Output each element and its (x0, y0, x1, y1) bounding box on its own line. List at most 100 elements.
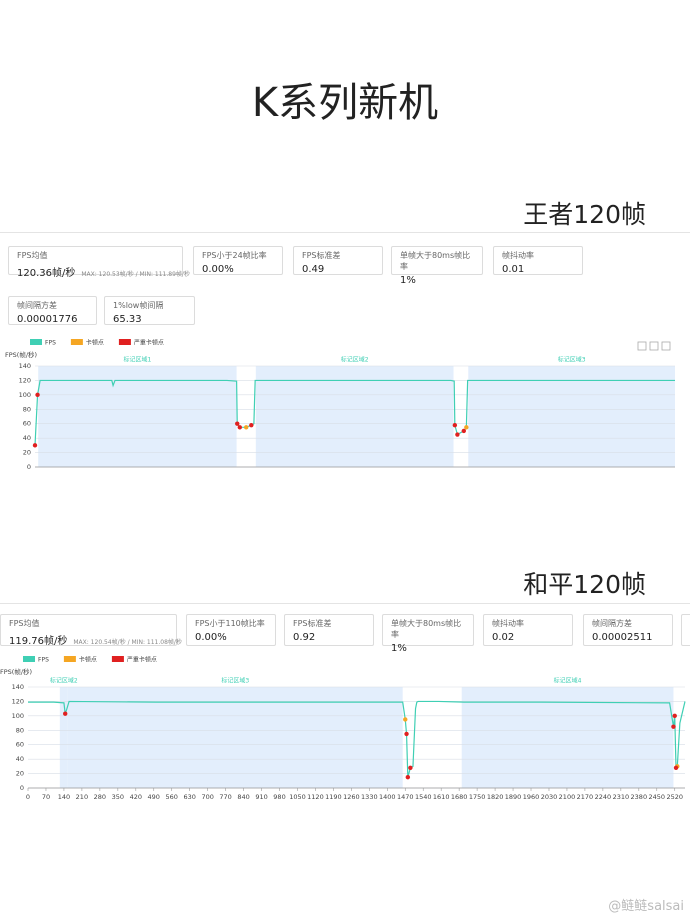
y-tick-label: 0 (27, 463, 31, 471)
stat-card: 帧间隔方差 0.00001776 (8, 296, 97, 325)
x-tick-label: 1750 (469, 793, 486, 801)
y-tick-label: 0 (20, 784, 24, 792)
stat-number: 0.92 (293, 632, 316, 643)
stat-value: 1% (400, 275, 474, 286)
stat-label: FPS小于110帧比率 (195, 619, 265, 628)
stat-sub: MAX: 120.53帧/秒 / MIN: 111.89帧/秒 (81, 271, 190, 278)
page-title: K系列新机 (251, 80, 439, 126)
x-tick-label: 0 (26, 793, 30, 801)
stat-card: FPS均值 120.36帧/秒 MAX: 120.53帧/秒 / MIN: 111.… (8, 246, 190, 279)
stat-value: 0.92 (293, 632, 365, 643)
stutter-point (404, 731, 409, 737)
y-tick-label: 60 (16, 741, 24, 749)
y-tick-label: 40 (23, 434, 31, 442)
legend-swatch (111, 656, 124, 662)
stat-label: 帧抖动率 (492, 619, 524, 628)
stutter-point (461, 428, 466, 434)
legend-label: FPS (45, 340, 56, 347)
region-label: 标记区域3 (558, 356, 586, 364)
fps-line (28, 700, 686, 778)
stat-card: 单帧大于80ms帧比率 1% (391, 246, 483, 286)
section-heading: 和平120帧 (523, 570, 646, 599)
stat-value: 120.36帧/秒 MAX: 120.53帧/秒 / MIN: 111.89帧/秒 (17, 264, 190, 279)
x-tick-label: 1260 (343, 793, 360, 801)
stat-card: FPS均值 119.76帧/秒 MAX: 120.54帧/秒 / MIN: 111.… (0, 614, 182, 647)
stat-card: FPS小于110帧比率 0.00% (186, 614, 276, 646)
stat-value: 1% (391, 643, 465, 654)
stutter-point (405, 774, 411, 780)
stat-value: 0.00% (202, 264, 274, 275)
stat-card: 单帧大于80ms帧比率 1% (382, 614, 474, 654)
stutter-point (235, 421, 240, 426)
x-tick-label: 2450 (648, 793, 665, 801)
y-axis-title: FPS(帧/秒) (0, 667, 32, 676)
stat-card: 帧间隔方差 0.00002511 (583, 614, 673, 646)
x-tick-label: 1120 (307, 793, 324, 801)
x-tick-label: 1050 (289, 793, 306, 801)
chart: FPS 卡顿点 严重卡顿点 FPS(帧/秒) 标记区域2 标记区域3 标记区域4 0 20 40 6… (0, 656, 686, 801)
y-tick-label: 60 (23, 420, 31, 428)
region (468, 366, 675, 467)
x-tick-label: 350 (112, 793, 124, 801)
stutter-point (673, 765, 679, 770)
stat-label: FPS小于24帧比率 (202, 251, 267, 260)
x-tick-label: 210 (76, 793, 88, 801)
region (38, 366, 237, 467)
y-axis-title: FPS(帧/秒) (5, 350, 37, 359)
stat-label: 帧抖动率 (502, 251, 534, 260)
x-tick-label: 1610 (433, 793, 450, 801)
stat-label: FPS标准差 (302, 251, 341, 260)
stutter-point (237, 425, 242, 430)
legend-swatch (30, 339, 42, 345)
x-tick-label: 560 (166, 793, 178, 801)
toolbar-icon (661, 341, 671, 351)
x-tick-label: 1890 (505, 793, 522, 801)
stat-sub: MAX: 120.54帧/秒 / MIN: 111.08帧/秒 (73, 639, 182, 646)
stat-number: 0.00001776 (17, 314, 78, 325)
stat-label: 单帧大于80ms帧比率 (391, 619, 462, 639)
region (59, 687, 68, 788)
toolbar-icon (637, 341, 647, 351)
y-tick-label: 80 (16, 726, 24, 734)
y-tick-label: 80 (23, 405, 31, 413)
stutter-point (455, 432, 460, 437)
stat-value: 0.01 (502, 264, 574, 275)
x-tick-label: 2240 (595, 793, 612, 801)
x-tick-label: 700 (201, 793, 213, 801)
stat-value: 0.00002511 (592, 632, 664, 643)
legend-label: 卡顿点 (79, 656, 97, 664)
stutter-point (671, 724, 676, 729)
region (67, 687, 403, 788)
x-tick-label: 840 (237, 793, 249, 801)
y-tick-label: 20 (23, 449, 31, 457)
x-tick-label: 2380 (631, 793, 648, 801)
stat-number: 0.49 (302, 264, 325, 275)
x-tick-label: 2310 (613, 793, 630, 801)
region-label: 标记区域2 (341, 356, 369, 364)
legend-swatch (118, 339, 131, 345)
stutter-point (244, 425, 249, 430)
x-tick-label: 70 (42, 793, 50, 801)
stat-number: 1% (391, 643, 407, 654)
watermark: @鲢鲢salsai (608, 899, 684, 914)
x-tick-label: 1820 (487, 793, 504, 801)
region (255, 366, 454, 467)
x-tick-label: 280 (94, 793, 106, 801)
stutter-point (403, 717, 408, 722)
stat-value: 0.49 (302, 264, 374, 275)
stat-card: FPS标准差 0.49 (293, 246, 383, 275)
stat-label: 单帧大于80ms帧比率 (400, 251, 471, 271)
stat-number: 119.76帧/秒 (9, 636, 68, 647)
divider (0, 232, 690, 233)
y-tick-label: 100 (12, 712, 24, 720)
x-tick-label: 1540 (415, 793, 432, 801)
stat-value: 0.00% (195, 632, 267, 643)
x-tick-label: 630 (183, 793, 195, 801)
legend-swatch (63, 656, 76, 662)
stat-number: 120.36帧/秒 (17, 268, 76, 279)
y-tick-label: 120 (12, 697, 24, 705)
stat-label: FPS均值 (9, 619, 40, 628)
stat-label: FPS标准差 (293, 619, 332, 628)
divider (0, 603, 690, 604)
